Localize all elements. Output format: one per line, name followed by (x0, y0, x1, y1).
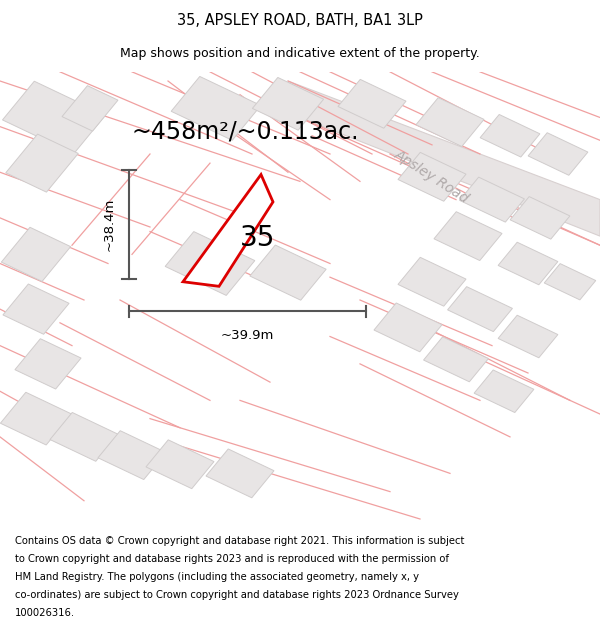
Polygon shape (510, 197, 570, 239)
Polygon shape (171, 76, 261, 140)
Polygon shape (206, 449, 274, 498)
Text: 100026316.: 100026316. (15, 608, 75, 618)
Polygon shape (50, 412, 118, 461)
Text: to Crown copyright and database rights 2023 and is reproduced with the permissio: to Crown copyright and database rights 2… (15, 554, 449, 564)
Polygon shape (498, 242, 558, 285)
Polygon shape (15, 339, 81, 389)
Polygon shape (424, 337, 488, 382)
Polygon shape (250, 245, 326, 300)
Polygon shape (146, 440, 214, 489)
Text: 35, APSLEY ROAD, BATH, BA1 3LP: 35, APSLEY ROAD, BATH, BA1 3LP (177, 12, 423, 28)
Text: Map shows position and indicative extent of the property.: Map shows position and indicative extent… (120, 47, 480, 59)
Polygon shape (98, 431, 166, 479)
Polygon shape (62, 86, 118, 131)
Text: HM Land Registry. The polygons (including the associated geometry, namely x, y: HM Land Registry. The polygons (includin… (15, 572, 419, 582)
Polygon shape (480, 114, 540, 157)
Polygon shape (288, 81, 600, 236)
Text: Apsley Road: Apsley Road (392, 148, 472, 206)
Text: Contains OS data © Crown copyright and database right 2021. This information is : Contains OS data © Crown copyright and d… (15, 536, 464, 546)
Polygon shape (253, 78, 323, 130)
Text: 35: 35 (241, 224, 275, 253)
Polygon shape (474, 370, 534, 413)
Polygon shape (528, 132, 588, 175)
Polygon shape (1, 228, 71, 281)
Polygon shape (3, 284, 69, 334)
Polygon shape (398, 258, 466, 306)
Polygon shape (165, 232, 255, 296)
Polygon shape (1, 392, 71, 445)
Polygon shape (460, 177, 524, 222)
Polygon shape (398, 152, 466, 201)
Polygon shape (544, 264, 596, 300)
Polygon shape (448, 287, 512, 332)
Polygon shape (416, 98, 484, 146)
Polygon shape (183, 174, 273, 286)
Polygon shape (498, 315, 558, 358)
Polygon shape (434, 212, 502, 261)
Text: ~458m²/~0.113ac.: ~458m²/~0.113ac. (132, 119, 359, 143)
Text: ~39.9m: ~39.9m (221, 329, 274, 342)
Polygon shape (2, 81, 106, 154)
Polygon shape (338, 79, 406, 128)
Text: ~38.4m: ~38.4m (103, 198, 116, 251)
Polygon shape (6, 134, 78, 192)
Polygon shape (374, 303, 442, 352)
Text: co-ordinates) are subject to Crown copyright and database rights 2023 Ordnance S: co-ordinates) are subject to Crown copyr… (15, 589, 459, 599)
